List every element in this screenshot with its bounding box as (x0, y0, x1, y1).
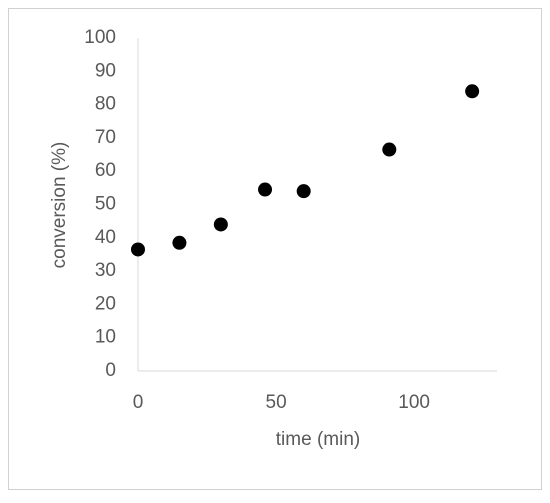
point (213, 217, 228, 232)
y-tick-label: 100 (84, 27, 116, 48)
point (465, 84, 480, 99)
x-axis-label: time (min) (276, 429, 360, 450)
y-tick-label: 50 (95, 194, 116, 215)
y-tick-label: 80 (95, 94, 116, 115)
y-tick-label: 40 (95, 227, 116, 248)
x-tick-label: 50 (266, 392, 287, 413)
y-tick-label: 90 (95, 60, 116, 81)
y-tick-label: 0 (105, 360, 116, 381)
y-tick-label: 30 (95, 260, 116, 281)
point (296, 184, 311, 199)
y-tick-label: 60 (95, 160, 116, 181)
y-tick-label: 10 (95, 327, 116, 348)
point (131, 242, 145, 257)
y-tick-label: 70 (95, 127, 116, 148)
x-tick-label: 0 (133, 392, 144, 413)
x-tick-label: 100 (398, 392, 430, 413)
y-axis-label: conversion (%) (49, 142, 70, 269)
point (258, 182, 273, 197)
y-tick-label: 20 (95, 293, 116, 314)
point (382, 142, 397, 157)
point (172, 235, 187, 250)
chart-frame (8, 8, 542, 490)
